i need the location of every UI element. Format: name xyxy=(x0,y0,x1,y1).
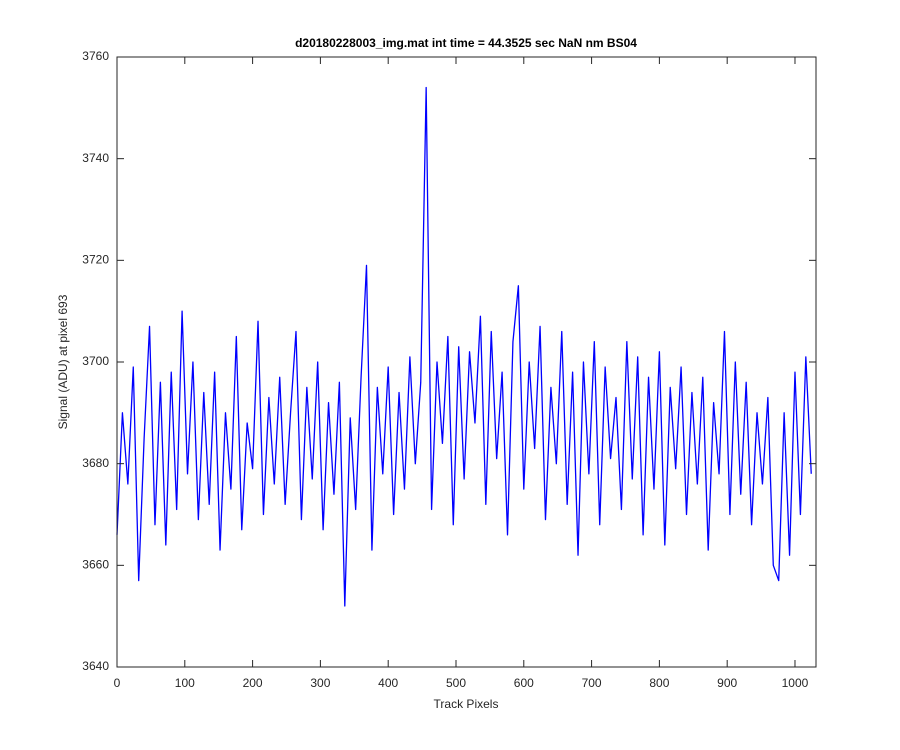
y-axis-label: Signal (ADU) at pixel 693 xyxy=(56,294,70,429)
y-tick-label: 3700 xyxy=(82,354,109,368)
x-tick-label: 400 xyxy=(378,676,398,690)
y-tick-label: 3640 xyxy=(82,659,109,673)
y-tick-label: 3660 xyxy=(82,558,109,572)
y-tick-label: 3760 xyxy=(82,49,109,63)
x-tick-label: 900 xyxy=(717,676,737,690)
x-tick-label: 700 xyxy=(582,676,602,690)
x-tick-label: 600 xyxy=(514,676,534,690)
x-tick-label: 800 xyxy=(649,676,669,690)
data-line xyxy=(116,86,812,607)
x-axis-label: Track Pixels xyxy=(434,697,499,711)
x-tick-label: 500 xyxy=(446,676,466,690)
x-tick-label: 100 xyxy=(175,676,195,690)
x-tick-label: 1000 xyxy=(782,676,809,690)
x-tick-label: 0 xyxy=(114,676,121,690)
chart-title: d20180228003_img.mat int time = 44.3525 … xyxy=(295,36,637,50)
y-tick-label: 3720 xyxy=(82,253,109,267)
y-tick-label: 3740 xyxy=(82,151,109,165)
x-tick-label: 200 xyxy=(243,676,263,690)
y-tick-label: 3680 xyxy=(82,456,109,470)
x-tick-label: 300 xyxy=(310,676,330,690)
